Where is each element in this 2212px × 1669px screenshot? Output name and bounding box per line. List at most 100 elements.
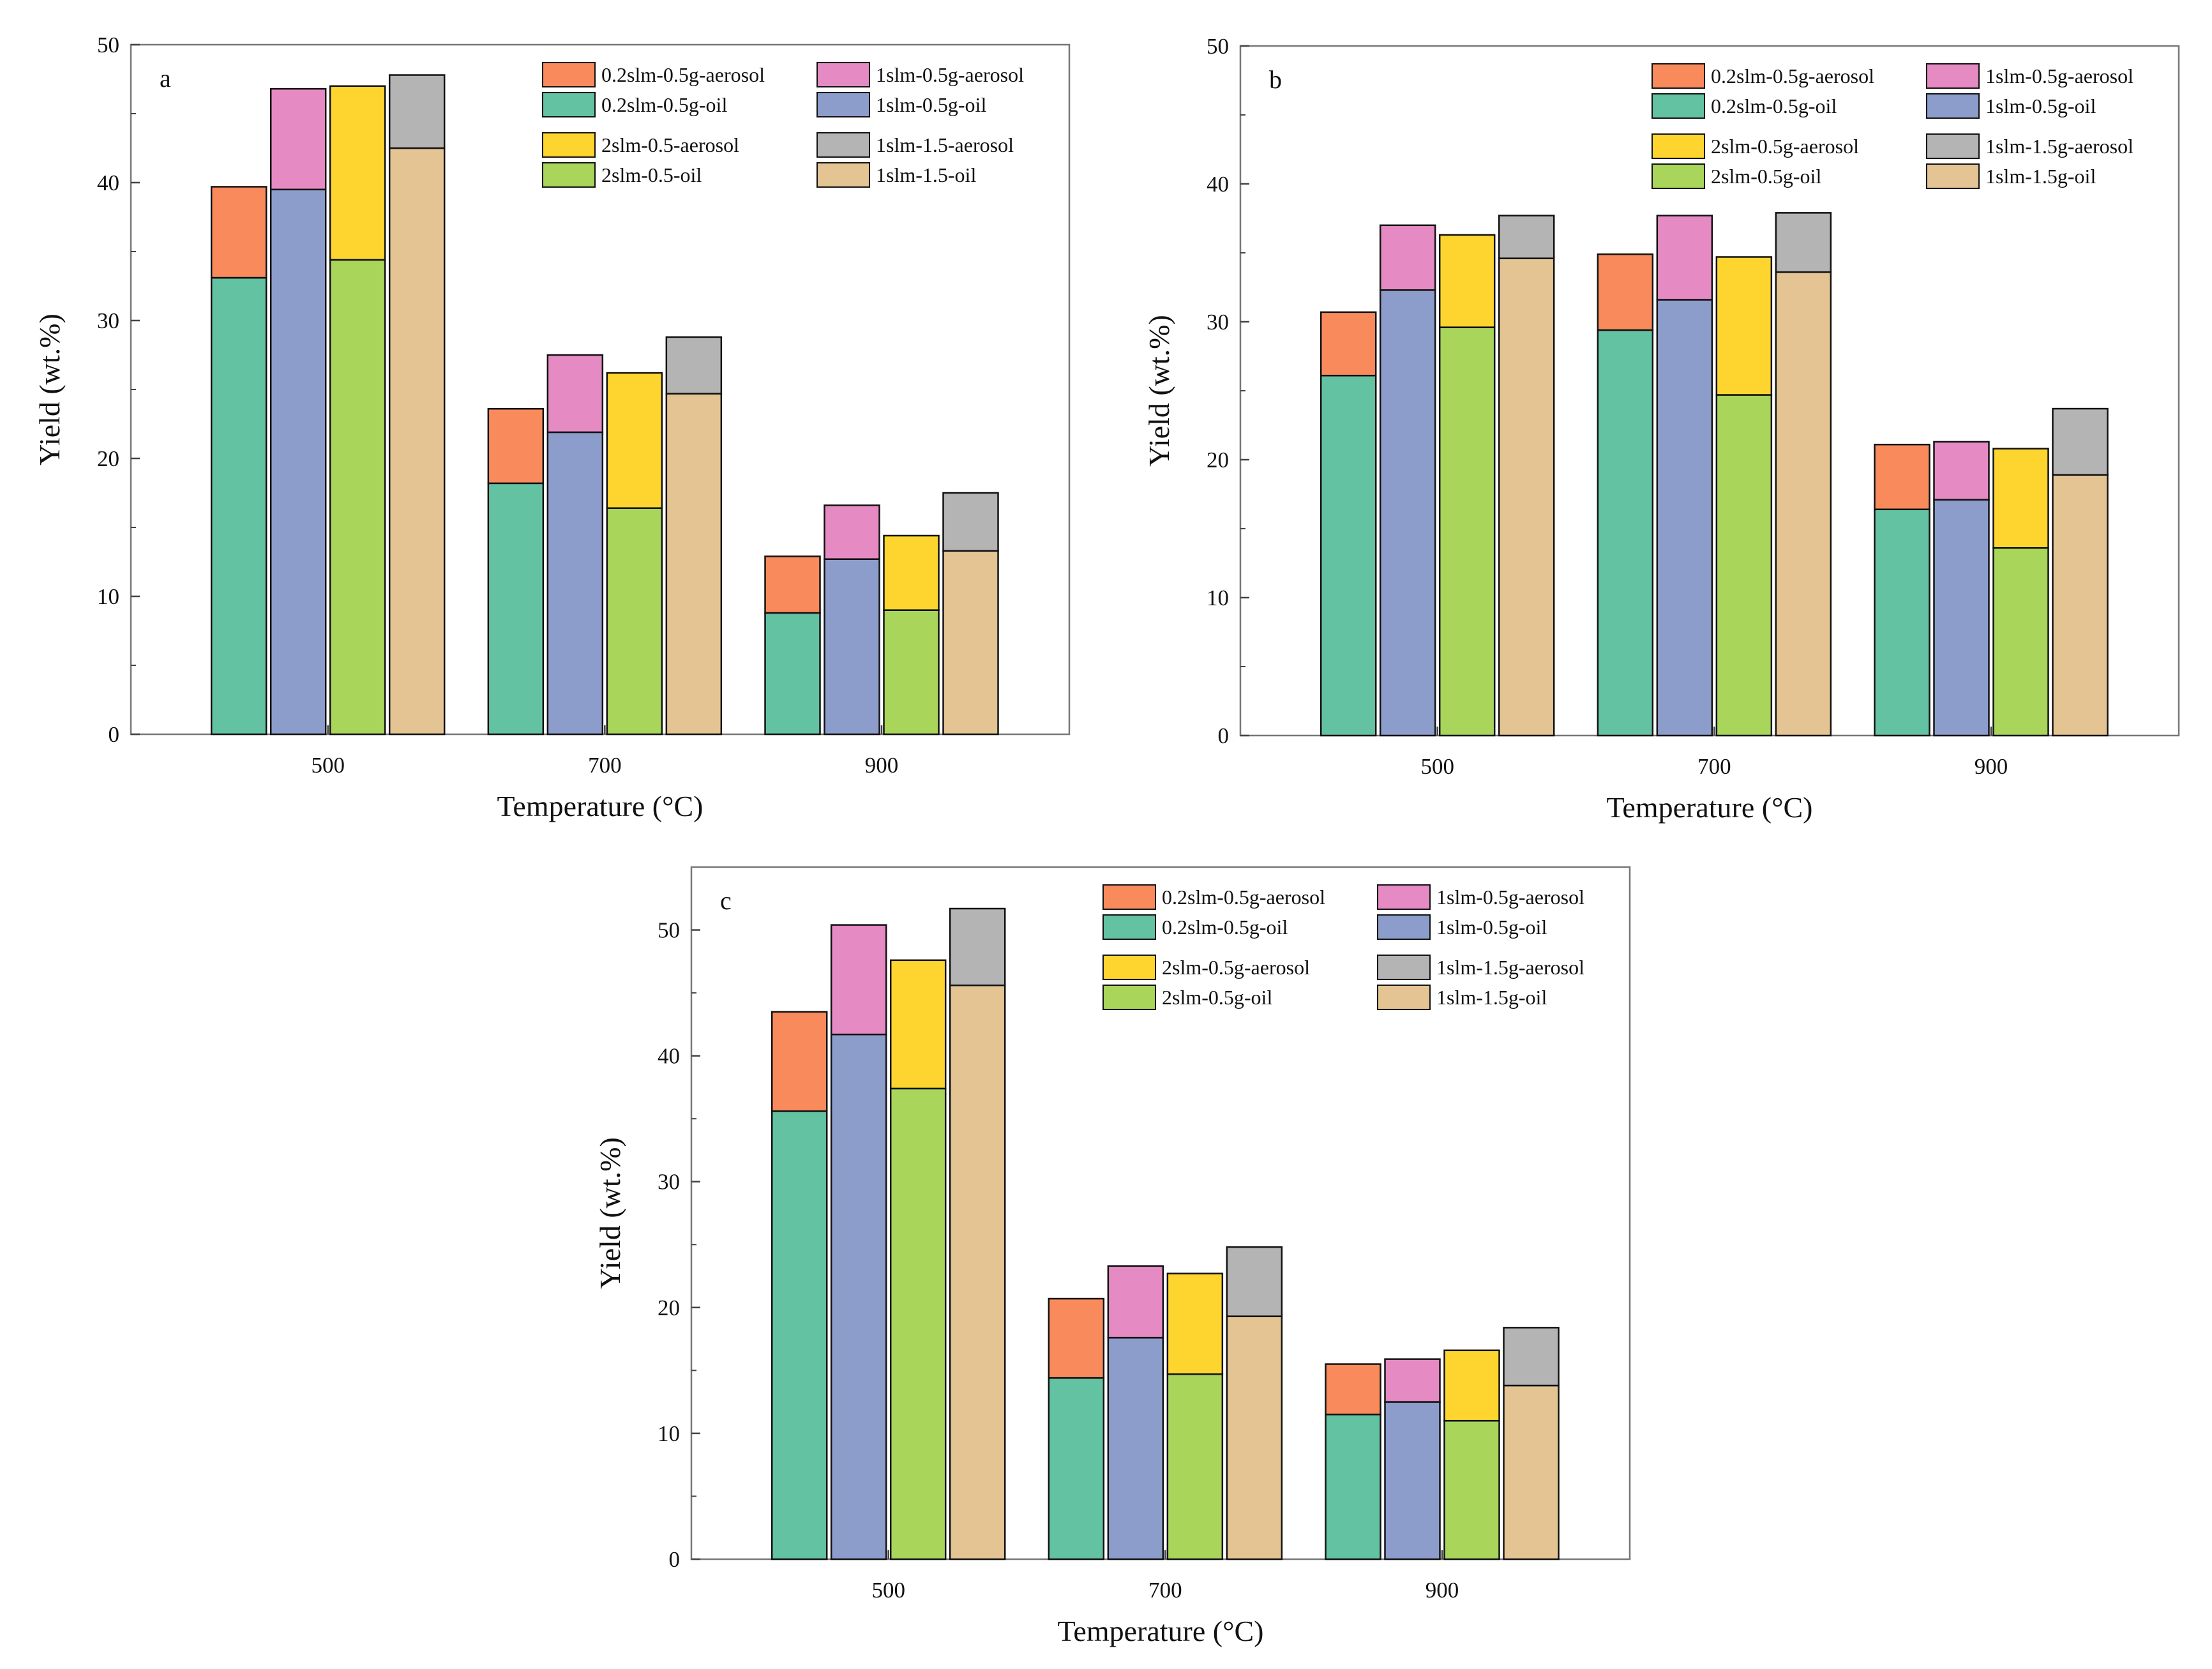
x-tick-label: 500 — [311, 753, 345, 778]
legend-label: 1slm-0.5g-aerosol — [1436, 886, 1584, 909]
legend-label: 2slm-0.5g-oil — [1711, 165, 1821, 188]
bar-aerosol-1slm-1.5g-aerosol-700 — [665, 336, 723, 395]
legend-label: 1slm-0.5g-oil — [876, 93, 986, 116]
y-tick-label: 0 — [109, 722, 120, 747]
bar-aerosol-2slm-0.5g-aerosol-900 — [1992, 448, 2049, 549]
y-tick-label: 20 — [1207, 448, 1229, 472]
legend-swatch — [542, 92, 596, 117]
x-tick-label: 900 — [1975, 754, 2008, 779]
panel-letter: b — [1269, 65, 1282, 94]
legend-swatch — [1377, 914, 1431, 940]
bar-oil-2slm-0.5g-oil-700 — [606, 507, 663, 736]
bar-oil-1slm-1.5g-oil-900 — [2052, 474, 2109, 737]
legend-label: 1slm-0.5g-aerosol — [876, 63, 1024, 86]
bar-oil-1slm-0.5g-oil-700 — [1107, 1336, 1164, 1560]
legend-swatch — [816, 62, 870, 87]
bar-aerosol-1slm-0.5g-aerosol-900 — [1933, 441, 1990, 501]
bar-oil-2slm-0.5g-oil-900 — [883, 609, 940, 736]
y-tick-label: 20 — [97, 446, 119, 471]
bar-oil-2slm-0.5g-oil-900 — [1443, 1419, 1500, 1560]
bar-aerosol-2slm-0.5g-aerosol-500 — [329, 85, 386, 261]
bar-oil-1slm-0.5g-oil-900 — [1933, 499, 1990, 737]
bar-aerosol-0.2slm-0.5g-aerosol-900 — [1325, 1363, 1381, 1416]
bar-aerosol-1slm-0.5g-aerosol-500 — [1379, 224, 1436, 291]
bar-oil-0.2slm-0.5g-oil-500 — [1320, 374, 1377, 737]
bar-aerosol-1slm-0.5g-aerosol-900 — [1384, 1358, 1441, 1403]
bar-oil-0.2slm-0.5g-oil-900 — [1325, 1414, 1381, 1560]
bar-oil-1slm-0.5g-oil-700 — [1656, 299, 1713, 737]
y-tick-label: 50 — [1207, 34, 1229, 59]
legend-swatch — [1651, 163, 1705, 189]
bar-oil-2slm-0.5g-oil-900 — [1992, 547, 2049, 737]
bar-aerosol-1slm-1.5g-aerosol-500 — [949, 907, 1006, 986]
legend-swatch — [816, 162, 870, 188]
legend-label: 0.2slm-0.5g-aerosol — [601, 63, 765, 86]
bar-aerosol-1slm-1.5g-aerosol-900 — [1503, 1327, 1560, 1387]
legend-swatch — [542, 162, 596, 188]
y-tick-label: 30 — [658, 1170, 680, 1195]
x-tick-label: 700 — [588, 753, 622, 778]
legend-label: 2slm-0.5-aerosol — [601, 133, 739, 156]
bar-aerosol-1slm-1.5g-aerosol-900 — [942, 492, 999, 552]
bar-oil-0.2slm-0.5g-oil-900 — [764, 612, 821, 736]
y-tick-label: 30 — [97, 308, 119, 333]
bar-oil-1slm-0.5g-oil-500 — [830, 1033, 887, 1560]
bar-aerosol-1slm-1.5g-aerosol-700 — [1775, 212, 1832, 273]
bar-oil-1slm-1.5g-oil-900 — [942, 550, 999, 736]
bar-oil-2slm-0.5g-oil-500 — [1438, 326, 1496, 737]
bar-oil-1slm-1.5g-oil-500 — [1498, 257, 1555, 737]
panel-letter: a — [160, 64, 171, 93]
chart-panel-c: 0 10 20 30 40 50 500 700 900 c Temperature (°C) Yie… — [594, 866, 1631, 1647]
legend-label: 1slm-0.5g-oil — [1436, 916, 1547, 939]
legend-swatch — [1651, 63, 1705, 89]
bar-oil-2slm-0.5g-oil-700 — [1715, 394, 1773, 737]
legend-swatch — [1926, 63, 1980, 89]
bar-aerosol-1slm-0.5g-aerosol-500 — [269, 87, 327, 191]
legend-swatch — [1102, 884, 1156, 910]
y-tick-label: 10 — [97, 584, 119, 609]
legend-label: 2slm-0.5g-oil — [1162, 986, 1272, 1009]
chart-panel-a: 0 10 20 30 40 50 500 700 900 a Temperature (°C) Yie… — [33, 33, 1071, 822]
bar-oil-2slm-0.5g-oil-500 — [329, 259, 386, 736]
legend-label: 0.2slm-0.5g-aerosol — [1711, 64, 1874, 87]
y-axis-title: Yield (wt.%) — [33, 313, 66, 465]
bar-oil-1slm-1.5g-oil-900 — [1503, 1384, 1560, 1560]
bar-aerosol-1slm-1.5g-aerosol-900 — [2052, 407, 2109, 476]
bar-aerosol-1slm-0.5g-aerosol-700 — [1656, 215, 1713, 301]
x-tick-label: 500 — [871, 1578, 905, 1603]
panel-letter: c — [720, 886, 732, 915]
bar-oil-1slm-1.5g-oil-700 — [1226, 1315, 1283, 1560]
legend-label: 1slm-1.5g-aerosol — [1436, 956, 1584, 979]
y-axis-title: Yield (wt.%) — [594, 1137, 626, 1289]
legend-swatch — [1651, 93, 1705, 119]
bar-aerosol-1slm-0.5g-aerosol-500 — [830, 924, 887, 1036]
legend-swatch — [1377, 985, 1431, 1010]
y-tick-label: 50 — [97, 33, 119, 57]
y-tick-label: 0 — [1218, 723, 1230, 748]
bar-aerosol-1slm-0.5g-aerosol-700 — [1107, 1265, 1164, 1339]
bar-oil-1slm-1.5g-oil-700 — [665, 393, 723, 736]
x-tick-label: 900 — [865, 753, 899, 778]
y-tick-label: 0 — [669, 1547, 681, 1572]
bar-oil-1slm-1.5g-oil-500 — [949, 985, 1006, 1560]
chart-panel-b: 0 10 20 30 40 50 500 700 900 b Temperature (°C) Yie… — [1143, 34, 2180, 824]
legend-label: 2slm-0.5g-aerosol — [1162, 956, 1310, 979]
legend-swatch — [1102, 985, 1156, 1010]
bar-aerosol-0.2slm-0.5g-aerosol-700 — [1597, 253, 1654, 331]
bar-oil-0.2slm-0.5g-oil-700 — [1048, 1377, 1105, 1560]
legend-label: 0.2slm-0.5g-oil — [1162, 916, 1288, 939]
bar-oil-0.2slm-0.5g-oil-700 — [1597, 329, 1654, 737]
legend-label: 1slm-1.5g-oil — [1985, 165, 2096, 188]
x-axis-title: Temperature (°C) — [497, 790, 703, 822]
bar-aerosol-0.2slm-0.5g-aerosol-500 — [771, 1011, 828, 1112]
bar-oil-0.2slm-0.5g-oil-500 — [771, 1110, 828, 1560]
y-tick-label: 40 — [658, 1044, 680, 1069]
y-tick-label: 30 — [1207, 310, 1229, 335]
y-tick-label: 50 — [658, 918, 680, 943]
bar-aerosol-2slm-0.5g-aerosol-500 — [889, 959, 947, 1090]
legend-swatch — [1926, 163, 1980, 189]
bar-aerosol-1slm-1.5g-aerosol-500 — [1498, 215, 1555, 259]
bar-oil-1slm-0.5g-oil-900 — [1384, 1401, 1441, 1560]
x-tick-label: 700 — [1148, 1578, 1182, 1603]
legend-swatch — [542, 132, 596, 158]
